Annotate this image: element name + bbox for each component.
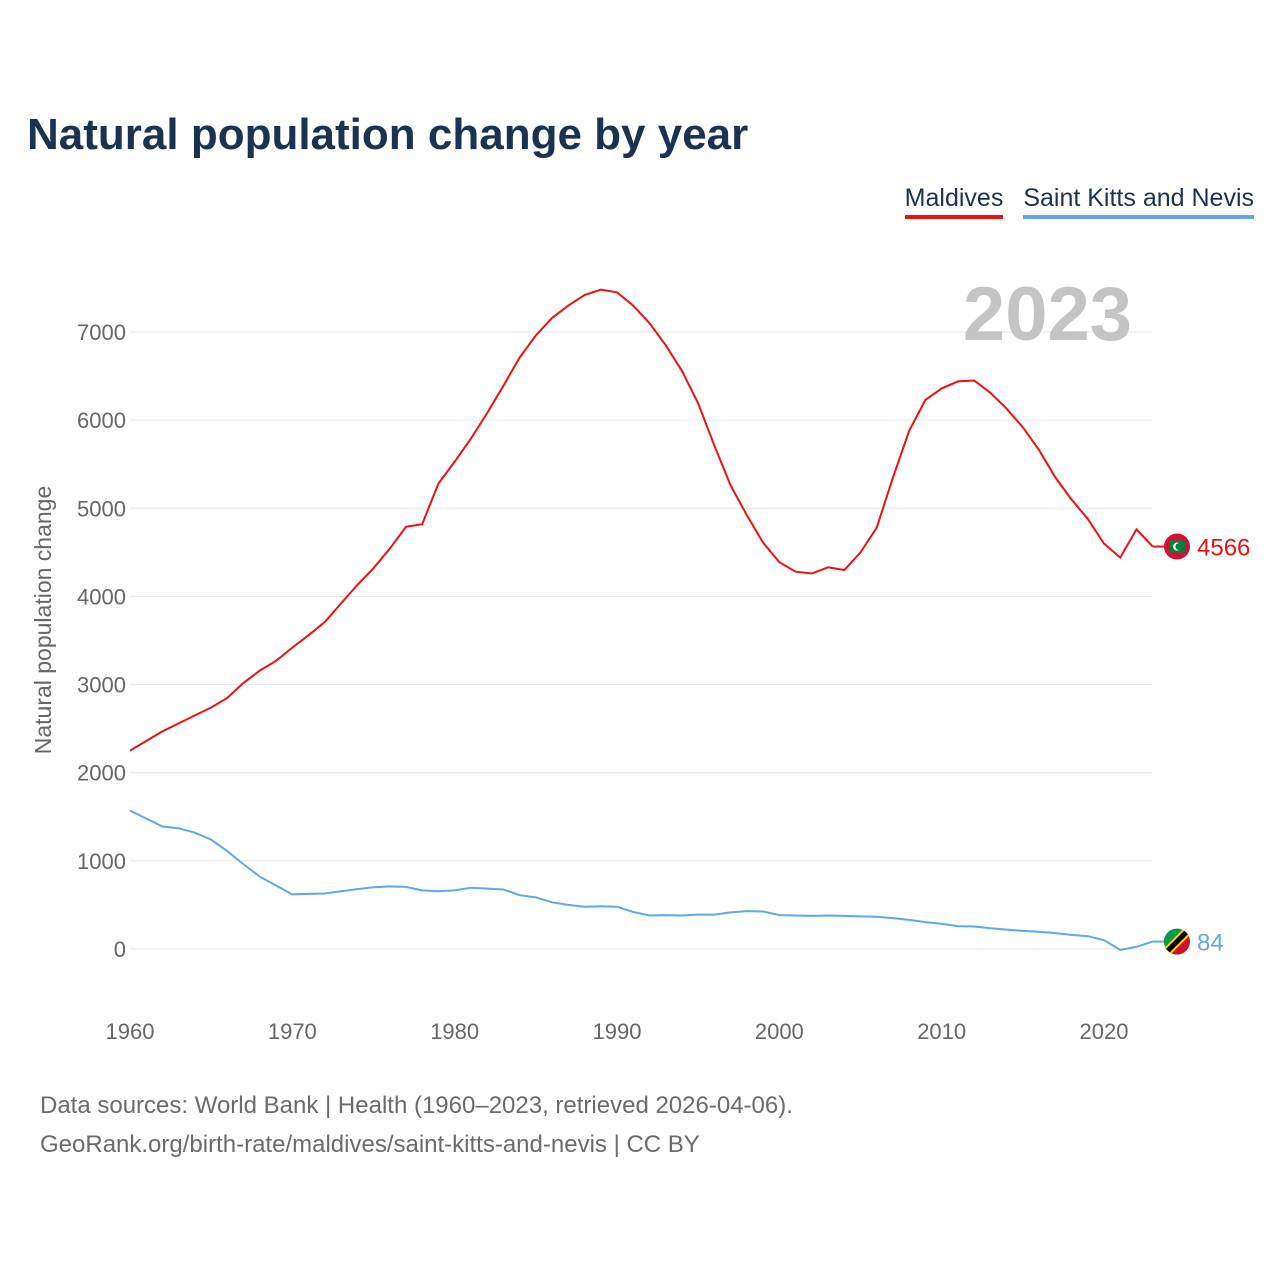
year-label: 2023: [963, 272, 1132, 357]
y-tick-label: 7000: [77, 320, 126, 345]
flag-black-band: [1164, 928, 1190, 955]
y-tick-label: 1000: [77, 849, 126, 874]
maldives-flag-icon: [1164, 533, 1190, 560]
legend-item-saint-kitts[interactable]: Saint Kitts and Nevis: [1023, 184, 1254, 219]
footer-attribution[interactable]: GeoRank.org/birth-rate/maldives/saint-ki…: [40, 1131, 700, 1158]
x-tick-label: 2020: [1080, 1019, 1129, 1044]
x-tick-label: 2010: [917, 1019, 966, 1044]
x-tick-label: 1980: [430, 1019, 479, 1044]
end-value-label: 4566: [1197, 535, 1250, 562]
y-tick-labels: 0 1000 2000 3000 4000 5000 6000 7000: [77, 320, 126, 962]
y-tick-label: 3000: [77, 673, 126, 698]
x-tick-label: 1970: [268, 1019, 317, 1044]
y-tick-label: 5000: [77, 496, 126, 521]
y-tick-label: 2000: [77, 761, 126, 786]
y-axis-label: Natural population change: [30, 486, 56, 755]
series-line-maldives: [129, 288, 1154, 752]
x-tick-label: 1960: [106, 1019, 155, 1044]
x-tick-labels: 1960 1970 1980 1990 2000 2010 2020: [106, 1019, 1129, 1044]
legend: Maldives Saint Kitts and Nevis: [904, 184, 1254, 219]
footer: Data sources: World Bank | Health (1960–…: [40, 1086, 793, 1164]
end-value-label: 84: [1197, 930, 1224, 957]
series-line-saint-kitts-and-nevis: [129, 809, 1154, 951]
series-end-markers: 4566 84: [1152, 533, 1250, 957]
gridlines: [130, 331, 1152, 950]
footer-sources: Data sources: World Bank | Health (1960–…: [40, 1092, 793, 1119]
y-tick-label: 0: [114, 937, 126, 962]
chart-title: Natural population change by year: [27, 110, 749, 159]
flag-body: [1164, 928, 1190, 955]
series-lines: [129, 288, 1154, 951]
crescent-cut: [1175, 543, 1183, 550]
legend-item-maldives[interactable]: Maldives: [904, 184, 1004, 219]
x-tick-label: 2000: [755, 1019, 804, 1044]
saint-kitts-flag-icon: [1164, 928, 1190, 955]
y-tick-label: 6000: [77, 408, 126, 433]
y-tick-label: 4000: [77, 584, 126, 609]
x-tick-label: 1990: [593, 1019, 642, 1044]
